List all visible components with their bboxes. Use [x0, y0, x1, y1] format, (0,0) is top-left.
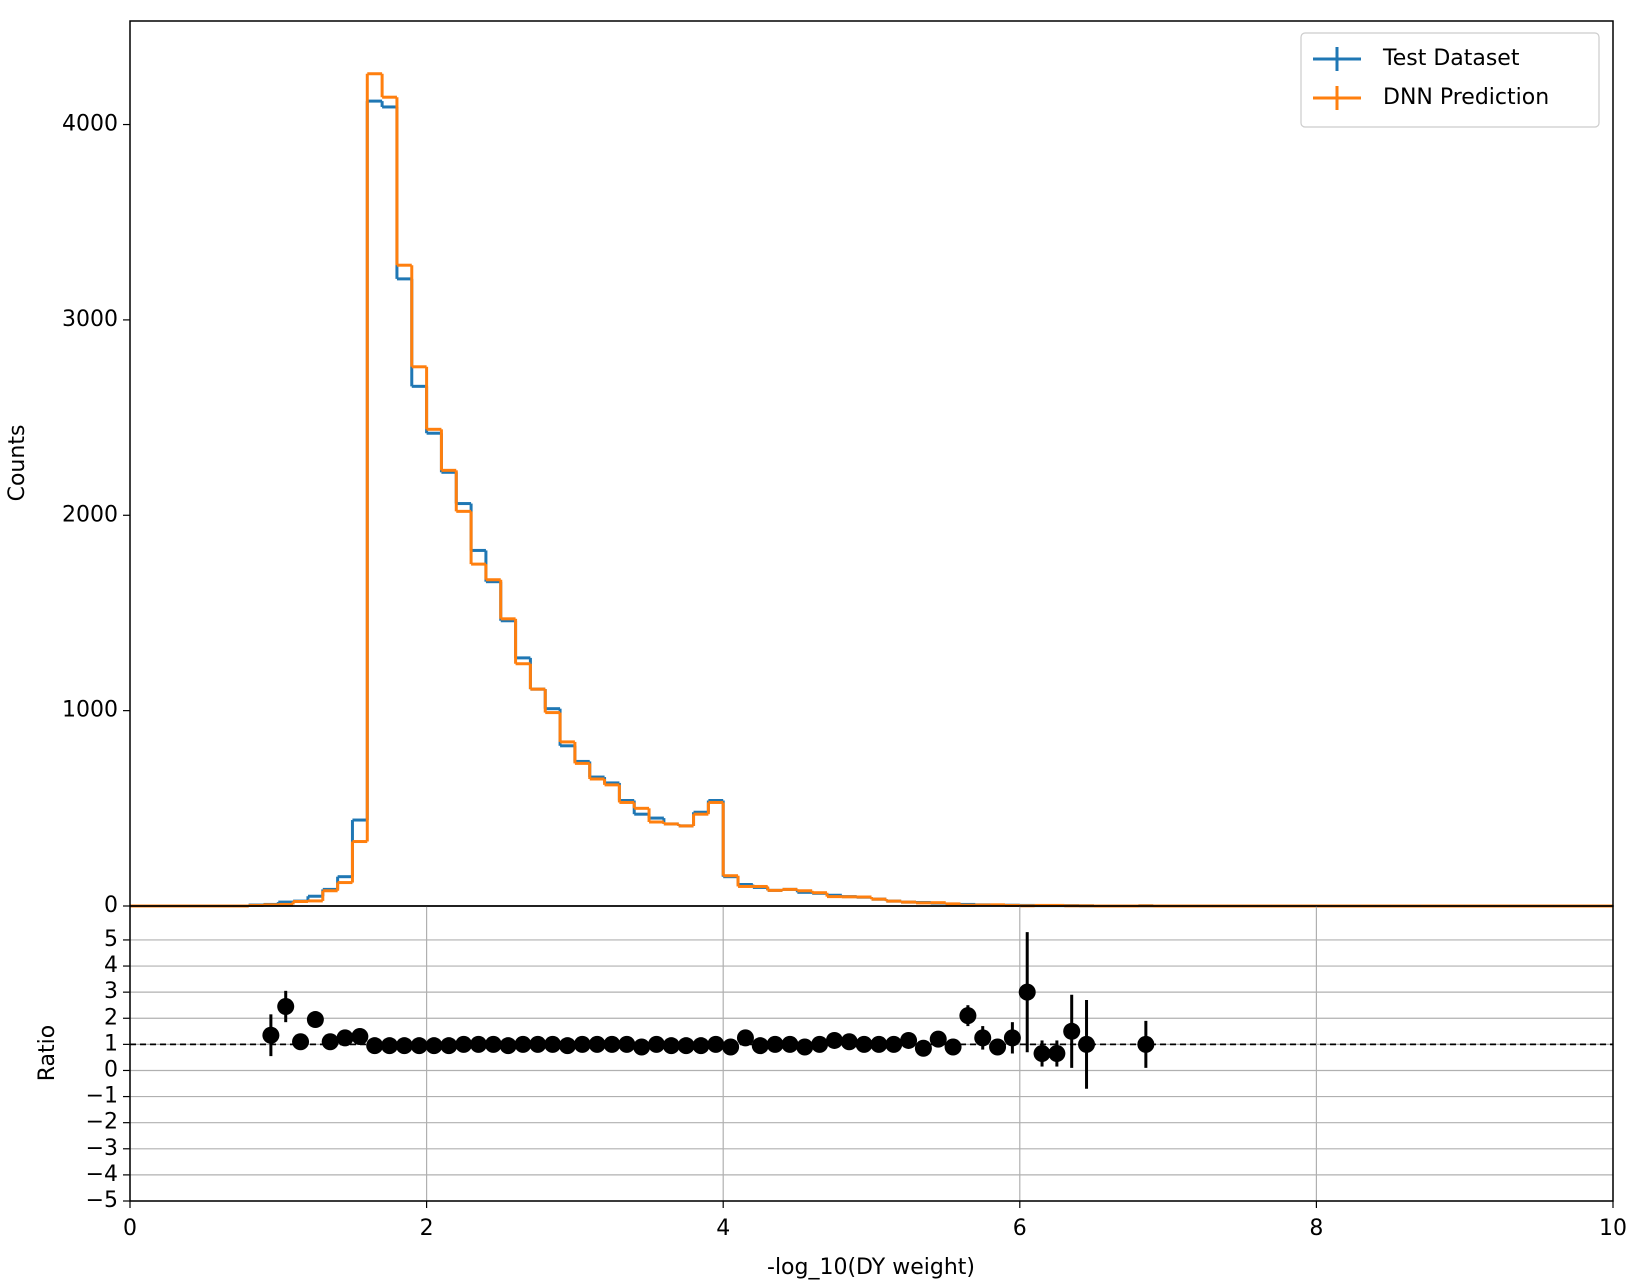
ratio-point [751, 1037, 769, 1055]
ratio-point [825, 1031, 843, 1049]
ratio-point [1018, 983, 1036, 1001]
ratio-point [766, 1035, 784, 1053]
ratio-point [470, 1035, 488, 1053]
y-tick-label: 0 [104, 1057, 118, 1082]
ratio-point [944, 1038, 962, 1056]
series [130, 72, 1613, 908]
ratio-point [351, 1028, 369, 1046]
ratio-point [321, 1033, 339, 1051]
ratio-point [306, 1011, 324, 1029]
y-tick-label: 2000 [62, 502, 118, 527]
ratio-point [796, 1038, 814, 1056]
ratio-point [840, 1033, 858, 1051]
y-tick-label: −4 [86, 1162, 118, 1187]
ratio-point [395, 1037, 413, 1055]
y-tick-label: 3 [104, 979, 118, 1004]
ratio-point [1048, 1045, 1066, 1062]
ratio-point [974, 1029, 992, 1047]
ratio-point [870, 1035, 888, 1053]
ratio-point [736, 1029, 754, 1047]
x-tick-label: 10 [1599, 1216, 1627, 1241]
ratio-point [722, 1038, 740, 1056]
ratio-point [499, 1037, 517, 1055]
series [130, 99, 1613, 908]
ratio-point [900, 1031, 918, 1049]
ratio-point [588, 1035, 606, 1053]
x-axis-label: -log_10(DY weight) [767, 1255, 975, 1280]
y-tick-label: −5 [86, 1188, 118, 1213]
ratio-point [573, 1035, 591, 1053]
ratio-point [677, 1037, 695, 1055]
legend-label: DNN Prediction [1383, 85, 1549, 110]
ratio-point [707, 1035, 725, 1053]
y-tick-label: 5 [104, 927, 118, 952]
ratio-point [662, 1037, 680, 1055]
ratio-point [929, 1030, 947, 1048]
ratio-point [366, 1037, 384, 1055]
ratio-point [618, 1035, 636, 1053]
ratio-point [514, 1035, 532, 1053]
y-tick-label: 2 [104, 1005, 118, 1030]
ratio-point [633, 1038, 651, 1056]
ratio-point [855, 1035, 873, 1053]
x-tick-label: 0 [123, 1216, 137, 1241]
x-tick-label: 8 [1309, 1216, 1323, 1241]
ratio-point [914, 1039, 932, 1057]
ratio-point [1033, 1045, 1051, 1062]
ratio-point [959, 1007, 977, 1025]
y-tick-label: −1 [86, 1084, 118, 1109]
ratio-point [529, 1035, 547, 1053]
ratio-point [647, 1035, 665, 1053]
ratio-point [484, 1035, 502, 1053]
ratio-point [440, 1037, 458, 1055]
plot-frame [129, 905, 1614, 1202]
ratio-point [410, 1037, 428, 1055]
ratio-point [811, 1035, 829, 1053]
y-tick-label: 1000 [62, 698, 118, 723]
ratio-point [558, 1037, 576, 1055]
x-tick-label: 6 [1013, 1216, 1027, 1241]
ratio-point [1137, 1035, 1155, 1053]
ratio-point [292, 1033, 310, 1051]
ratio-point [885, 1035, 903, 1053]
y-tick-label: 1 [104, 1031, 118, 1056]
ratio-point [1003, 1029, 1021, 1047]
y-tick-label: 0 [104, 893, 118, 918]
y-tick-label: 4000 [62, 112, 118, 137]
y-axis-label: Counts [5, 425, 30, 502]
ratio-point [544, 1035, 562, 1053]
ratio-point [381, 1037, 399, 1055]
plot-frame [129, 20, 1614, 907]
y-tick-label: −2 [86, 1110, 118, 1135]
y-tick-label: 3000 [62, 307, 118, 332]
ratio-point [781, 1035, 799, 1053]
ratio-point [603, 1035, 621, 1053]
ratio-point [1063, 1022, 1081, 1040]
ratio-point [692, 1037, 710, 1055]
y-tick-label: −3 [86, 1136, 118, 1161]
y-tick-label: 4 [104, 953, 118, 978]
x-tick-label: 2 [420, 1216, 434, 1241]
ratio-point [455, 1035, 473, 1053]
y-axis-label: Ratio [35, 1025, 60, 1081]
legend-box [1300, 32, 1600, 128]
ratio-point [425, 1037, 443, 1055]
ratio-point [336, 1029, 354, 1047]
legend-label: Test Dataset [1382, 46, 1520, 71]
ratio-point [989, 1038, 1007, 1056]
x-tick-label: 4 [716, 1216, 730, 1241]
ratio-point [262, 1026, 280, 1044]
ratio-point [1078, 1035, 1096, 1053]
ratio-point [277, 998, 295, 1016]
